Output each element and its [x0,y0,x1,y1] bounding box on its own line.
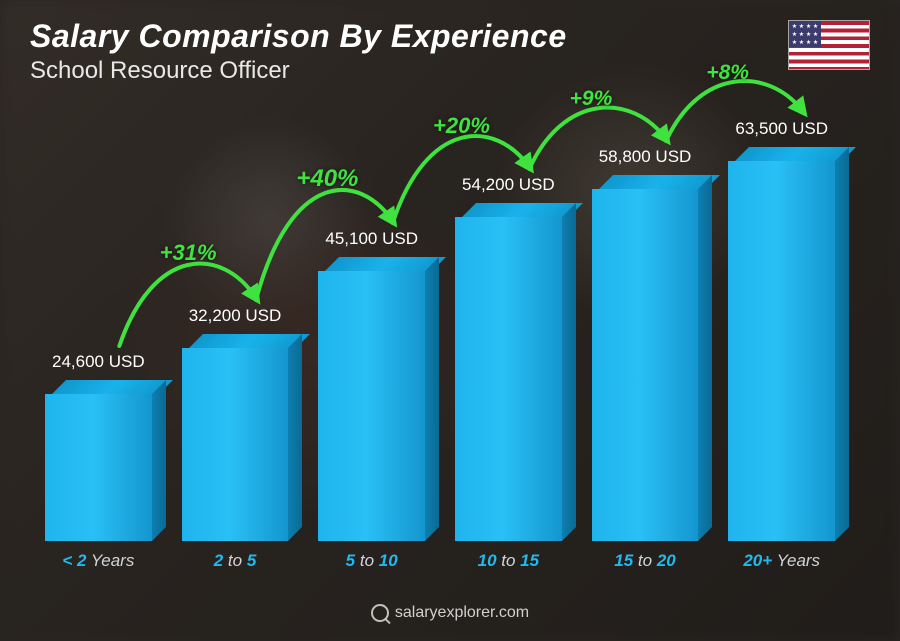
bar-column: 32,200 USD [167,100,304,541]
bar [728,147,835,541]
x-axis-label: 15 to 20 [577,551,714,571]
country-flag-icon [788,20,870,70]
bar-value-label: 58,800 USD [599,147,692,167]
page-subtitle: School Resource Officer [30,57,870,85]
bar-column: 58,800 USD [577,100,714,541]
page-title: Salary Comparison By Experience [30,18,870,55]
bar [455,203,562,541]
footer-logo: salaryexplorer.com [371,604,529,622]
footer: salaryexplorer.com [0,604,900,627]
x-axis-label: < 2 Years [30,551,167,571]
x-labels-container: < 2 Years2 to 55 to 1010 to 1515 to 2020… [30,551,850,571]
bar-column: 63,500 USD [713,100,850,541]
magnifier-icon [371,604,389,622]
x-axis-label: 10 to 15 [440,551,577,571]
bar-value-label: 54,200 USD [462,175,555,195]
bar-front-face [455,217,562,541]
bar-column: 45,100 USD [303,100,440,541]
salary-bar-chart: 24,600 USD 32,200 USD 45,100 USD 54,200 USD… [30,100,850,571]
content-root: Salary Comparison By Experience School R… [0,0,900,641]
bar-value-label: 32,200 USD [189,306,282,326]
bar [45,380,152,541]
bar-front-face [182,348,289,541]
bar-value-label: 63,500 USD [735,119,828,139]
footer-text: salaryexplorer.com [395,604,529,622]
bar-front-face [728,161,835,541]
x-axis-label: 2 to 5 [167,551,304,571]
bar [592,175,699,541]
bar-front-face [45,394,152,541]
x-axis-label: 20+ Years [713,551,850,571]
bar-front-face [318,271,425,541]
bar-value-label: 24,600 USD [52,352,145,372]
flag-canton [789,21,821,47]
bar-front-face [592,189,699,541]
bar-value-label: 45,100 USD [325,229,418,249]
bars-container: 24,600 USD 32,200 USD 45,100 USD 54,200 USD… [30,100,850,541]
bar [318,257,425,541]
bar-column: 24,600 USD [30,100,167,541]
bar-column: 54,200 USD [440,100,577,541]
header: Salary Comparison By Experience School R… [30,18,870,85]
bar [182,334,289,541]
x-axis-label: 5 to 10 [303,551,440,571]
